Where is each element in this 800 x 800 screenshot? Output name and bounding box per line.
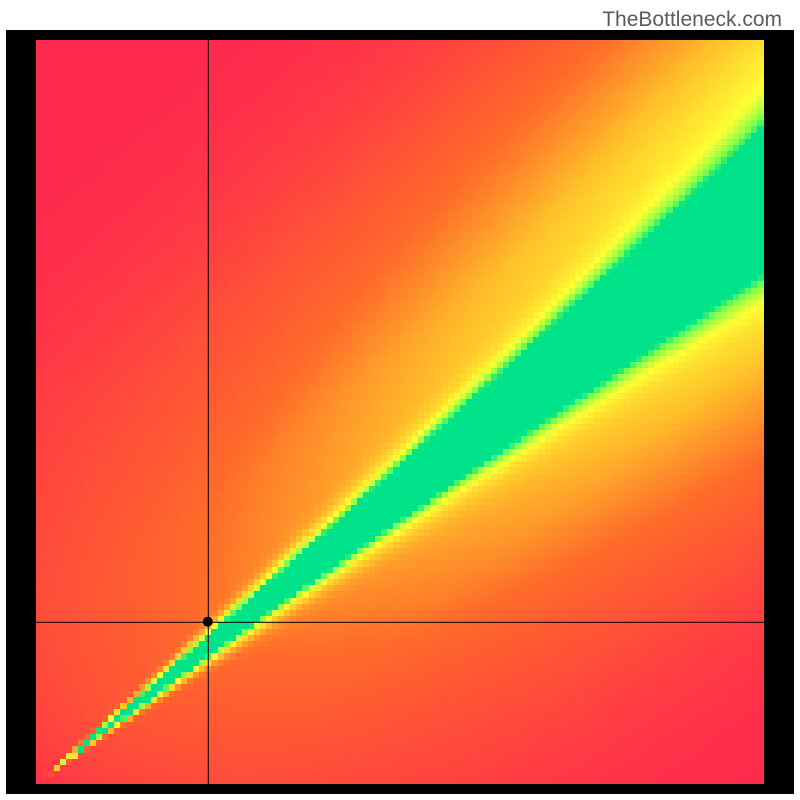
bottleneck-heatmap <box>36 40 764 784</box>
watermark-text: TheBottleneck.com <box>602 8 782 32</box>
plot-frame <box>6 30 794 794</box>
